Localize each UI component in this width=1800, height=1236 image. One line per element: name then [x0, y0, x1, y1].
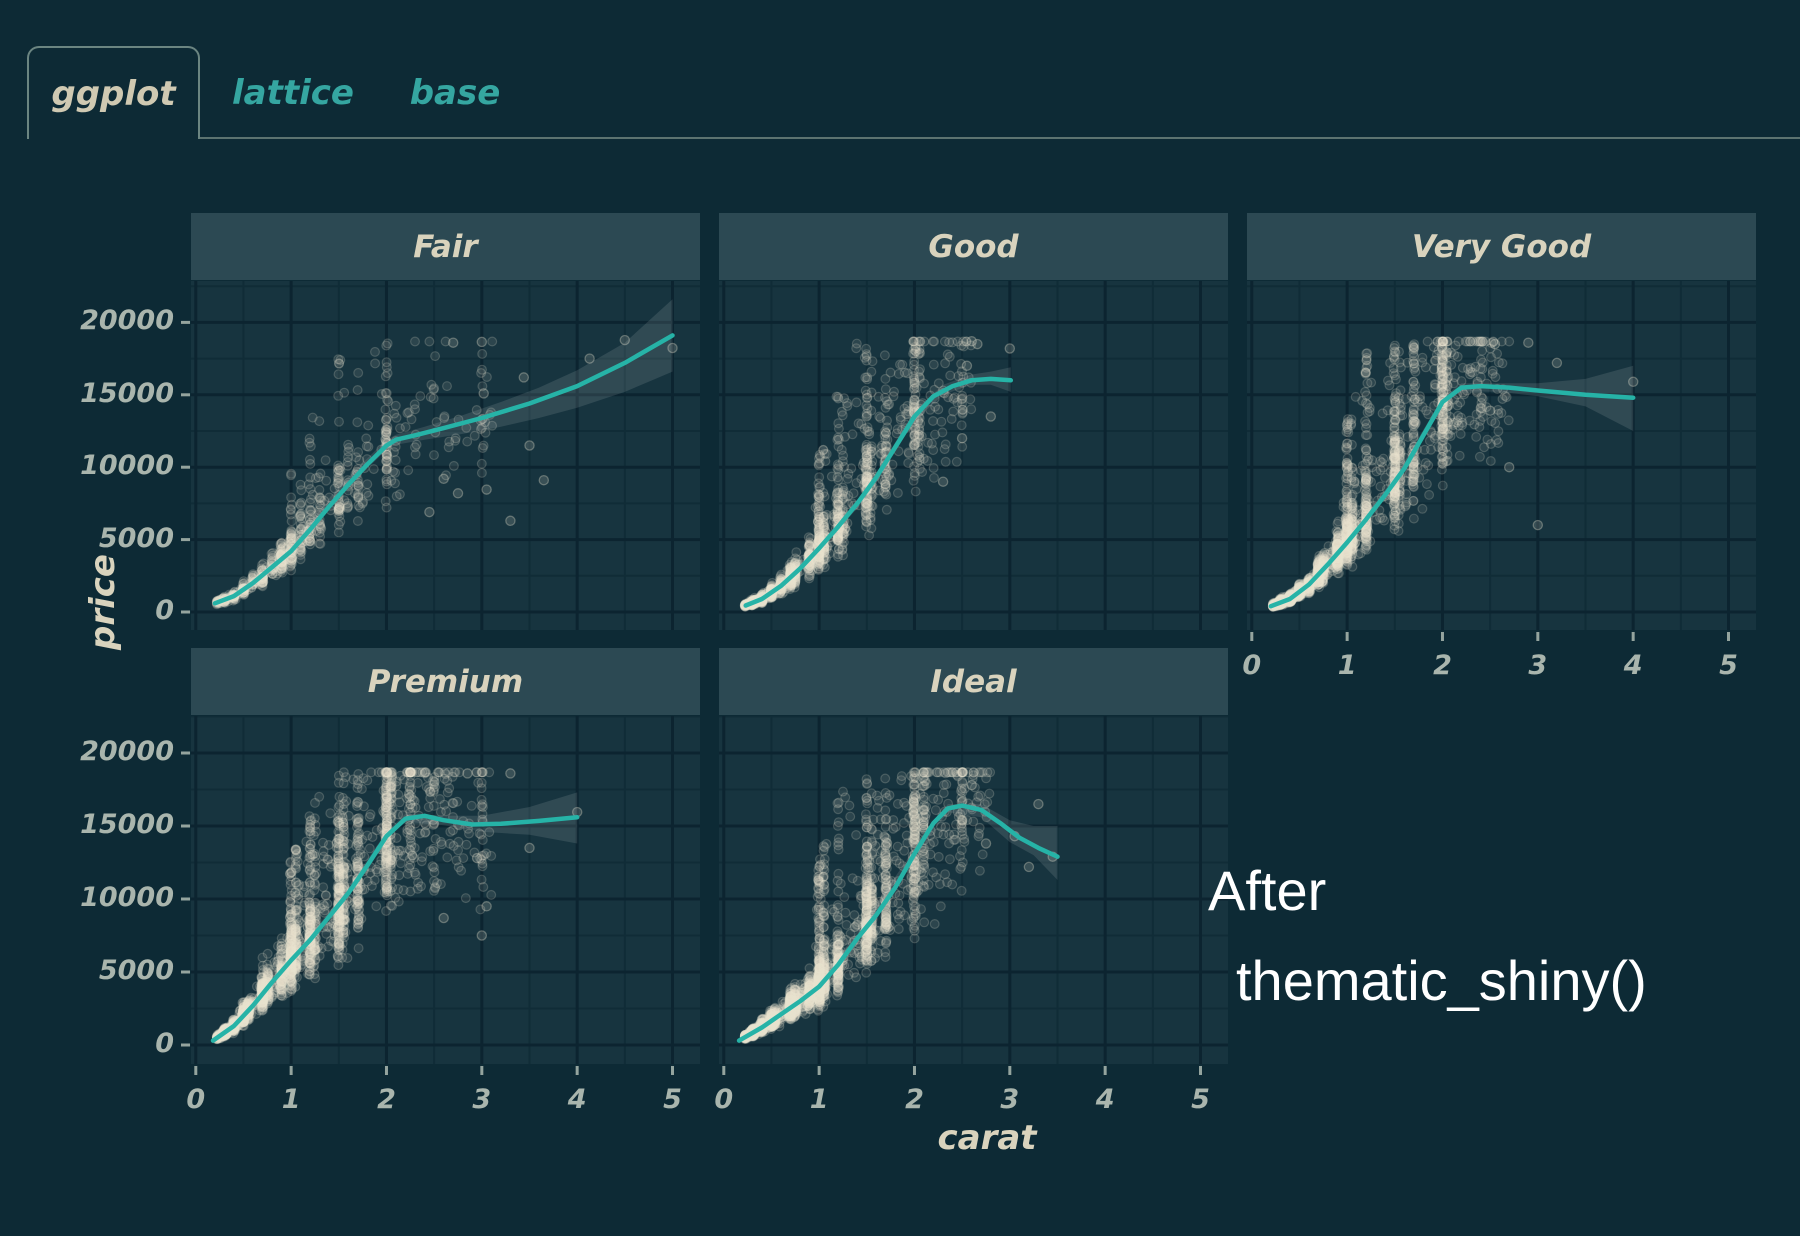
y-tick-label: 5000 [98, 954, 174, 986]
x-tick-label: 2 [1433, 650, 1452, 681]
x-tick-label: 1 [809, 1084, 829, 1115]
y-tick-label: 5000 [98, 522, 174, 554]
y-tick-label: 20000 [80, 735, 174, 767]
tab-lattice[interactable]: lattice [215, 46, 371, 139]
x-tick-label: 5 [1719, 650, 1738, 681]
x-tick-label: 4 [567, 1084, 587, 1115]
tab-ggplot[interactable]: ggplot [27, 46, 200, 139]
annotation-line-2: thematic_shiny() [1236, 949, 1647, 1012]
x-tick-label: 1 [281, 1084, 301, 1115]
y-tick-label: 15000 [80, 377, 174, 409]
x-tick-label: 5 [1191, 1084, 1210, 1115]
y-tick-label: 15000 [80, 808, 174, 840]
x-tick-label: 3 [472, 1084, 492, 1115]
y-tick-label: 0 [155, 594, 174, 626]
x-axis-title: carat [937, 1118, 1037, 1158]
x-tick-label: 0 [1242, 650, 1262, 681]
x-tick-label: 4 [1095, 1084, 1115, 1115]
x-tick-label: 0 [186, 1084, 206, 1115]
annotation: After thematic_shiny() [1208, 846, 1647, 1026]
x-tick-label: 1 [1337, 650, 1357, 681]
facet-strip-good: Good [719, 213, 1228, 280]
annotation-line-1: After [1208, 859, 1327, 922]
x-tick-label: 2 [377, 1084, 396, 1115]
x-tick-label: 2 [905, 1084, 924, 1115]
tab-base[interactable]: base [385, 46, 525, 139]
x-tick-label: 3 [1000, 1084, 1020, 1115]
facet-strip-ideal: Ideal [719, 648, 1228, 715]
facet-strip-very-good: Very Good [1247, 213, 1756, 280]
x-tick-label: 3 [1528, 650, 1548, 681]
facet-strip-fair: Fair [191, 213, 700, 280]
facet-strip-premium: Premium [191, 648, 700, 715]
tab-bar-divider [27, 137, 1800, 139]
x-tick-label: 4 [1623, 650, 1643, 681]
y-tick-label: 10000 [80, 881, 174, 913]
x-tick-label: 5 [663, 1084, 682, 1115]
y-tick-label: 20000 [80, 305, 174, 337]
y-tick-label: 10000 [80, 450, 174, 482]
y-tick-label: 0 [155, 1027, 174, 1059]
tab-ggplot-label: ggplot [51, 73, 176, 114]
tab-lattice-label: lattice [232, 72, 354, 113]
tab-base-label: base [409, 72, 501, 113]
x-tick-label: 0 [714, 1084, 734, 1115]
